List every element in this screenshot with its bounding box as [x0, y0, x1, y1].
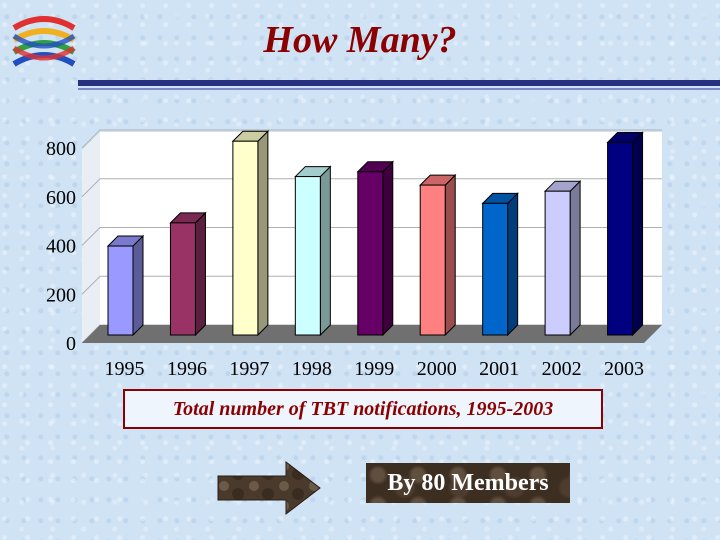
bar-side [382, 160, 394, 337]
bar [169, 222, 196, 336]
y-tick-label: 0 [66, 333, 76, 355]
bar [419, 184, 446, 336]
x-tick-label: 1996 [167, 358, 207, 380]
bar-side [319, 165, 331, 337]
bar-side [257, 130, 269, 337]
chart-caption: Total number of TBT notifications, 1995-… [123, 389, 603, 429]
bar [232, 140, 259, 336]
right-arrow-icon [217, 460, 321, 516]
gridline [81, 178, 662, 198]
wto-logo-icon [12, 16, 76, 67]
members-label: By 80 Members [366, 463, 570, 503]
y-tick-label: 400 [46, 236, 76, 258]
x-tick-label: 1998 [292, 358, 332, 380]
title-rule [78, 80, 720, 86]
x-tick-label: 2003 [604, 358, 644, 380]
bar [482, 202, 509, 336]
x-tick-label: 1999 [354, 358, 394, 380]
slide-title: How Many? [263, 19, 457, 61]
x-tick-label: 2000 [417, 358, 457, 380]
gridline [81, 227, 662, 246]
y-tick-label: 800 [46, 138, 76, 160]
chart-side-wall [82, 132, 100, 343]
gridline [81, 129, 662, 149]
bar-side [507, 192, 519, 337]
y-tick-label: 600 [46, 187, 76, 209]
bar-side [444, 173, 456, 337]
x-tick-label: 2002 [542, 358, 582, 380]
title-rule-thin [78, 88, 720, 90]
bar-chart: 0 200 400 600 800 1995 1996 1997 1998 1999 2000 200… [46, 129, 662, 380]
bar-side [132, 234, 144, 337]
x-tick-label: 1995 [105, 358, 145, 380]
y-tick-label: 200 [46, 284, 76, 306]
bar-side [194, 211, 206, 337]
bar [294, 176, 321, 336]
x-tick-label: 1997 [229, 358, 269, 380]
bar-side [569, 179, 581, 337]
bar [357, 171, 384, 336]
gridline [81, 275, 662, 295]
bar [607, 141, 634, 336]
x-tick-label: 2001 [479, 358, 519, 380]
bar [107, 245, 134, 336]
bar [544, 190, 571, 336]
bar-side [632, 131, 644, 337]
